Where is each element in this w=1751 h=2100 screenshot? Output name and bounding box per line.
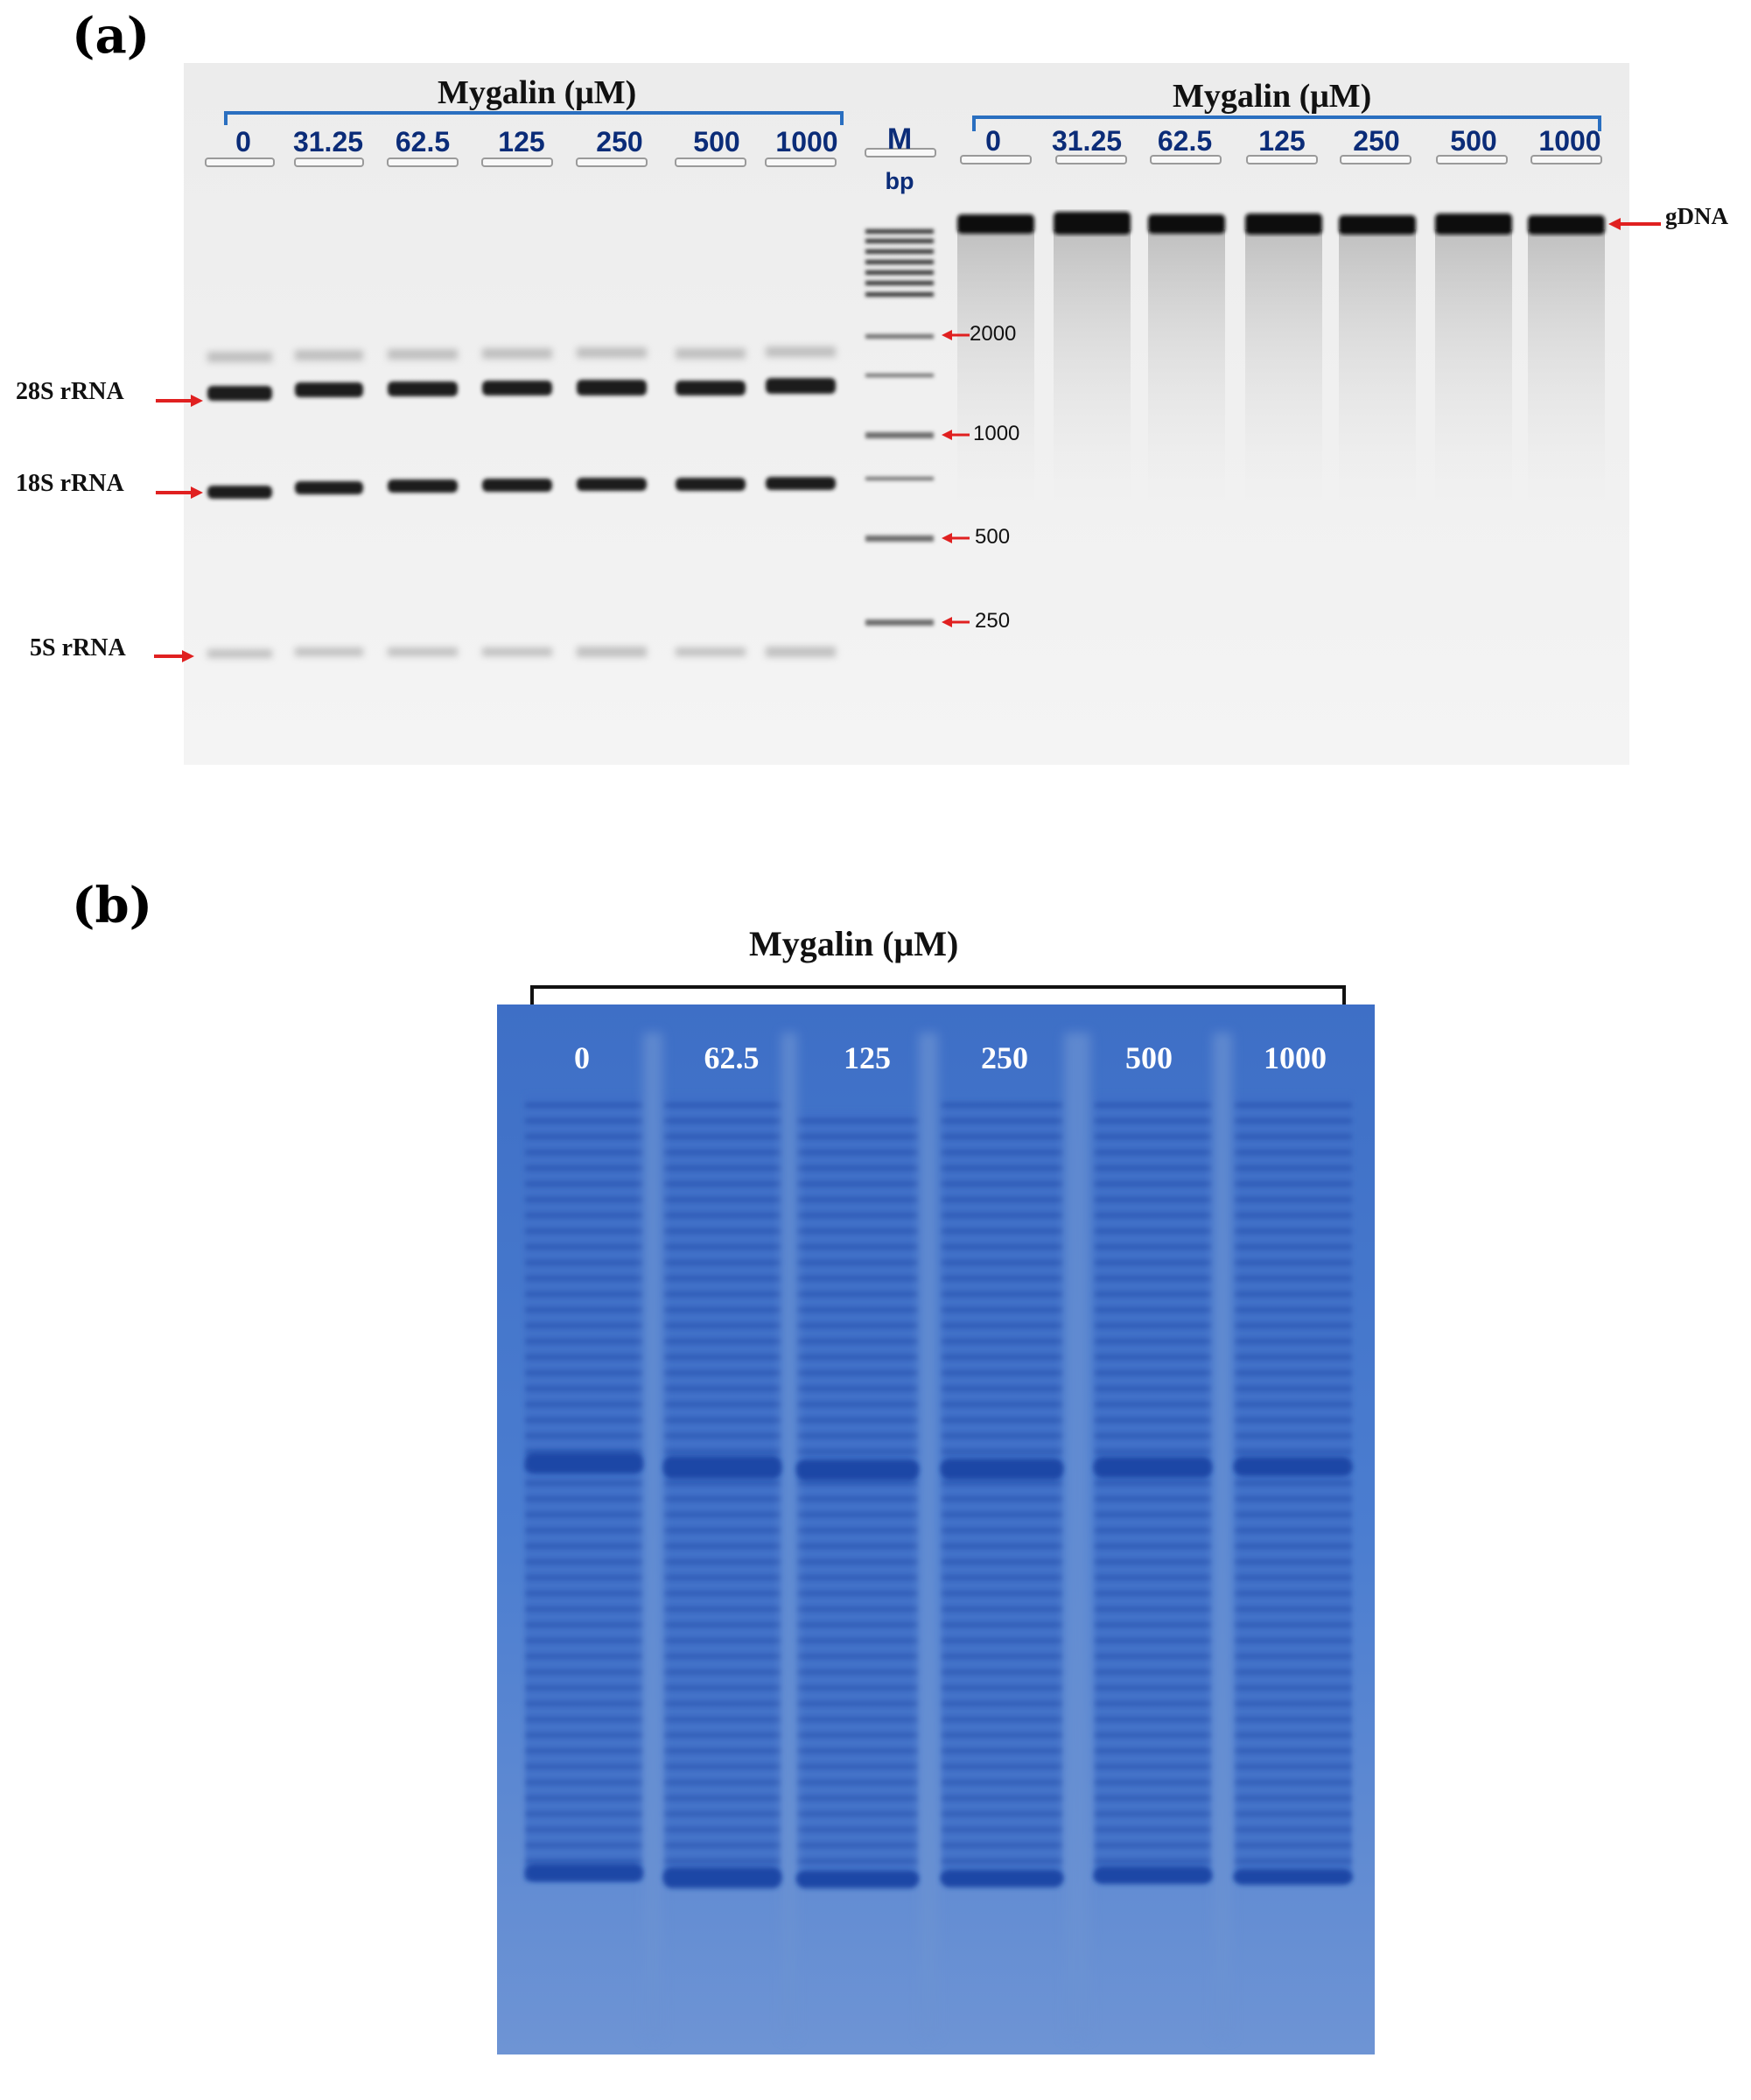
- band-label-18s: 18S rRNA: [16, 470, 124, 497]
- left-lane-label: 125: [498, 126, 545, 158]
- band-18s-lane-2: [295, 481, 363, 494]
- gdna-band-6: [1435, 214, 1512, 234]
- gdna-band-7: [1528, 215, 1605, 234]
- gdna-band-2: [1054, 212, 1131, 234]
- band-18s-lane-4: [482, 479, 552, 492]
- gdna-label: gDNA: [1665, 203, 1728, 229]
- left-lane-label: 0: [235, 126, 251, 158]
- protein-lane-label: 1000: [1264, 1040, 1327, 1075]
- right-lane-label: 1000: [1538, 125, 1601, 157]
- left-lane-label: 31.25: [292, 126, 364, 158]
- band-28s-lane-4: [482, 381, 552, 396]
- gdna-band-4: [1245, 214, 1322, 234]
- band-18s-lane-3: [388, 480, 458, 493]
- protein-lane-label: 62.5: [704, 1040, 760, 1075]
- ladder-label-250: 250: [975, 609, 1011, 633]
- right-lane-label: 62.5: [1157, 125, 1213, 157]
- gdna-band-1: [957, 214, 1034, 234]
- left-lane-label: 500: [693, 126, 740, 158]
- agarose-gel-image: [154, 63, 1661, 765]
- left-lane-label: 62.5: [395, 126, 451, 158]
- marker-ladder: [865, 229, 934, 297]
- left-lane-label: 1000: [775, 126, 838, 158]
- band-18s-lane-1: [207, 486, 272, 499]
- red-arrows: [154, 218, 1661, 662]
- panel-b-bracket: [530, 985, 1346, 1018]
- right-gel-title: Mygalin (μM): [1173, 78, 1372, 115]
- band-28s-lane-5: [577, 380, 647, 396]
- band-28s-lane-7: [766, 378, 836, 394]
- panel-a-label: (a): [72, 7, 151, 65]
- gdna-lanes: [957, 229, 1605, 509]
- right-lane-label: 250: [1353, 125, 1400, 157]
- protein-lane-label: 500: [1125, 1040, 1173, 1075]
- protein-lane-label: 0: [574, 1040, 590, 1075]
- band-label-5s: 5S rRNA: [30, 634, 126, 662]
- gdna-band-3: [1148, 214, 1225, 234]
- ladder-label-1000: 1000: [973, 422, 1020, 445]
- right-lane-label: 0: [985, 125, 1001, 157]
- right-lane-label: 500: [1450, 125, 1497, 157]
- protein-lane-label: 250: [981, 1040, 1028, 1075]
- right-lane-label: 31.25: [1051, 125, 1123, 157]
- band-28s-lane-3: [388, 382, 458, 396]
- ladder-label-500: 500: [975, 525, 1011, 549]
- gdna-band-5: [1339, 215, 1416, 234]
- protein-gel-image: [497, 985, 1375, 2054]
- left-lane-label: 250: [596, 126, 643, 158]
- marker-unit-label: bp: [885, 168, 914, 194]
- left-gel-title: Mygalin (μM): [438, 74, 637, 111]
- panel-b-label: (b): [72, 877, 153, 934]
- panel-b-title: Mygalin (μM): [749, 924, 959, 963]
- band-18s-lane-6: [676, 478, 746, 491]
- band-28s-lane-2: [295, 382, 363, 397]
- ladder-label-2000: 2000: [970, 322, 1017, 346]
- band-label-28s: 28S rRNA: [16, 378, 124, 405]
- band-28s-lane-1: [207, 386, 272, 401]
- band-28s-lane-6: [676, 381, 746, 396]
- band-18s-lane-5: [577, 478, 647, 491]
- rna-lanes: [207, 378, 836, 499]
- protein-lanes: [525, 1094, 1352, 1881]
- protein-lane-label: 125: [844, 1040, 891, 1075]
- marker-label: M: [886, 122, 913, 156]
- right-lane-label: 125: [1258, 125, 1306, 157]
- band-18s-lane-7: [766, 477, 836, 490]
- lane-brackets: [224, 111, 1601, 131]
